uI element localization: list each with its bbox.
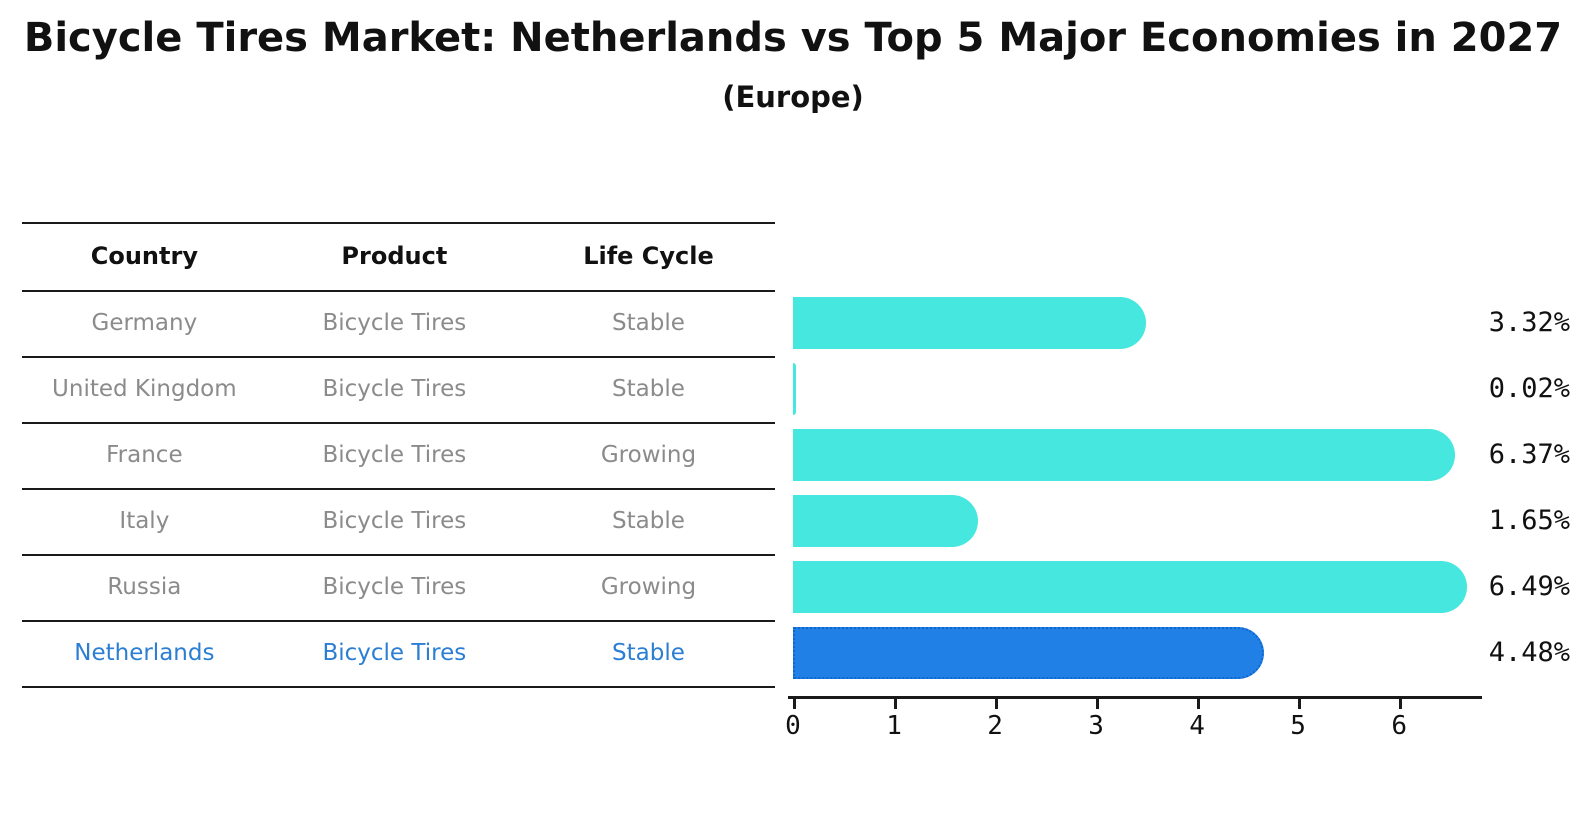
bar-row-italy [793, 488, 1481, 554]
table-row-germany: Germany Bicycle Tires Stable [22, 290, 775, 356]
table-rule [22, 620, 775, 622]
column-header-product: Product [341, 242, 448, 270]
table-rule [22, 290, 775, 292]
table-row-united-kingdom: United Kingdom Bicycle Tires Stable [22, 356, 775, 422]
table-rule [22, 422, 775, 424]
x-tick [995, 699, 999, 709]
x-tick-label: 4 [1189, 711, 1205, 741]
chart-title: Bicycle Tires Market: Netherlands vs Top… [23, 15, 1563, 61]
table-row-netherlands: Netherlands Bicycle Tires Stable [22, 620, 775, 686]
bar-row-germany [793, 290, 1481, 356]
x-tick [1197, 699, 1201, 709]
x-tick [793, 699, 796, 709]
highlight-bar [793, 627, 1264, 679]
x-tick [1298, 699, 1302, 709]
category-table: Country Product Life Cycle Germany Bicycle … [22, 222, 775, 688]
column-header-life-cycle: Life Cycle [583, 242, 714, 270]
cell-country: Germany [91, 310, 198, 336]
value-label: 0.02% [1488, 373, 1570, 404]
x-tick-label: 3 [1088, 711, 1104, 741]
table-rule [22, 222, 775, 224]
cell-product: Bicycle Tires [322, 574, 467, 600]
table-rule [22, 356, 775, 358]
table-row-france: France Bicycle Tires Growing [22, 422, 775, 488]
cell-product: Bicycle Tires [322, 508, 467, 534]
x-tick [894, 699, 898, 709]
cell-life-cycle: Growing [600, 442, 697, 468]
cell-country: Italy [119, 508, 170, 534]
bar-row-russia [793, 554, 1481, 620]
bar-row-united-kingdom [793, 356, 1481, 422]
x-tick-label: 1 [886, 711, 902, 741]
cell-product: Bicycle Tires [322, 640, 467, 666]
column-header-country: Country [90, 242, 198, 270]
x-axis: 0 1 2 3 4 5 6 [785, 696, 1482, 756]
value-label: 6.37% [1488, 439, 1570, 470]
x-tick-label: 6 [1391, 711, 1407, 741]
bar-row-france [793, 422, 1481, 488]
cell-country: France [106, 442, 183, 468]
x-tick-label: 2 [987, 711, 1003, 741]
table-rule [22, 488, 775, 490]
table-rule [22, 686, 775, 688]
x-axis-line [788, 696, 1482, 699]
x-tick [1399, 699, 1403, 709]
cell-country: United Kingdom [52, 376, 237, 402]
bar [793, 297, 1147, 349]
value-label: 3.32% [1488, 307, 1570, 338]
cell-country: Russia [107, 574, 182, 600]
table-row-italy: Italy Bicycle Tires Stable [22, 488, 775, 554]
x-tick [1096, 699, 1100, 709]
bar [793, 363, 796, 415]
cell-product: Bicycle Tires [322, 442, 467, 468]
cell-country: Netherlands [74, 640, 215, 666]
cell-product: Bicycle Tires [322, 310, 467, 336]
bar [793, 561, 1467, 613]
value-label: 6.49% [1488, 571, 1570, 602]
chart-subtitle: (Europe) [722, 80, 864, 114]
bar [793, 495, 978, 547]
value-label: 4.48% [1488, 637, 1570, 668]
cell-life-cycle: Growing [600, 574, 697, 600]
cell-life-cycle: Stable [612, 310, 685, 336]
x-tick-label: 0 [785, 711, 801, 741]
bar-row-netherlands [793, 620, 1481, 686]
cell-life-cycle: Stable [612, 640, 685, 666]
cell-life-cycle: Stable [612, 376, 685, 402]
table-rule [22, 554, 775, 556]
value-label: 1.65% [1488, 505, 1570, 536]
table-header-row: Country Product Life Cycle [22, 222, 775, 290]
x-tick-label: 5 [1290, 711, 1306, 741]
table-row-russia: Russia Bicycle Tires Growing [22, 554, 775, 620]
bar [793, 429, 1455, 481]
cell-product: Bicycle Tires [322, 376, 467, 402]
cell-life-cycle: Stable [612, 508, 685, 534]
bar-plot-area [793, 290, 1481, 686]
